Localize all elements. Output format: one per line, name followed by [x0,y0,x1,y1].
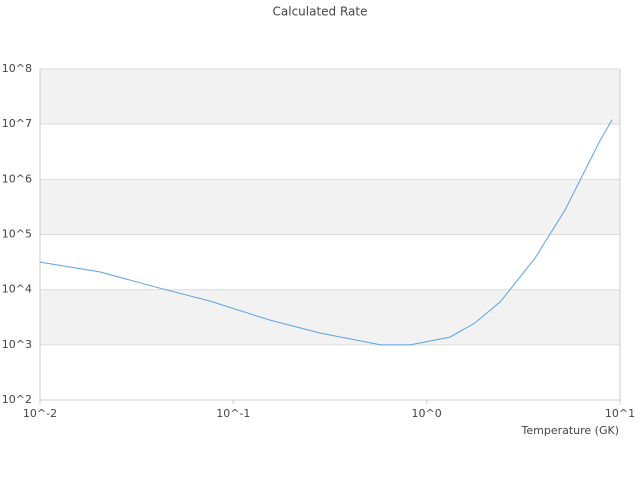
x-tick-label: 10^0 [412,407,442,420]
y-tick-label: 10^5 [2,228,32,241]
y-tick-label: 10^6 [2,172,32,185]
grid-band [40,69,620,125]
y-tick-label: 10^7 [2,117,32,130]
x-tick-label: 10^1 [605,407,635,420]
chart-title: Calculated Rate [273,5,368,19]
y-tick-label: 10^4 [2,283,32,296]
data-line [39,119,613,346]
y-tick-label: 10^3 [2,338,32,351]
x-axis-label: Temperature (GK) [521,424,620,437]
x-tick-label: 10^-1 [216,407,250,420]
grid-band [40,289,620,345]
grid-band [40,179,620,235]
y-tick-label: 10^2 [2,393,32,406]
x-tick-label: 10^-2 [23,407,57,420]
y-tick-label: 10^8 [2,62,32,75]
